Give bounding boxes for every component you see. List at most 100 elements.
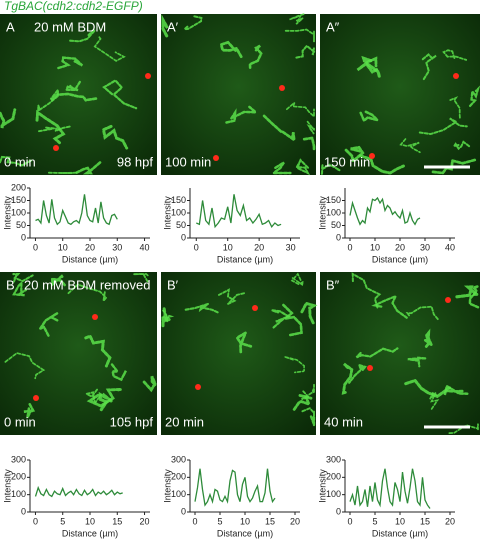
image-background	[0, 14, 157, 175]
fluorescent-structure	[219, 40, 243, 59]
condition-label: 20 mM BDM	[34, 19, 106, 34]
image-background	[161, 14, 316, 175]
x-tick-label: 40	[140, 242, 150, 252]
fluorescent-structure	[399, 138, 421, 154]
y-tick-label: 150	[326, 195, 341, 205]
x-tick-label: 30	[420, 242, 430, 252]
y-tick-label: 50	[16, 220, 26, 230]
y-tick-label: 100	[11, 207, 26, 217]
fluorescent-structure	[448, 96, 461, 119]
fluorescent-structure	[271, 309, 291, 329]
fluorescent-structure	[142, 375, 157, 393]
fluorescent-structure	[161, 14, 169, 38]
condition-label: 20 mM BDM removed	[24, 277, 150, 292]
y-tick-label: 200	[326, 472, 341, 482]
fluorescent-structure	[431, 158, 477, 175]
fluorescent-structure	[184, 302, 220, 314]
intensity-line	[35, 194, 118, 226]
intensity-line	[196, 194, 282, 229]
fluorescent-structure	[74, 161, 102, 175]
x-tick-label: 15	[112, 516, 122, 526]
fluorescent-structure	[302, 136, 316, 150]
fluorescent-structure	[468, 285, 480, 309]
fluorescent-structure	[284, 28, 315, 43]
fluorescent-structure	[0, 155, 32, 167]
x-axis-label: Distance (µm)	[62, 528, 118, 538]
fluorescent-structure	[442, 49, 468, 61]
x-tick-label: 5	[60, 516, 65, 526]
x-tick-label: 5	[217, 516, 222, 526]
panel-label: B″	[326, 277, 340, 292]
panel-label: A	[6, 19, 15, 34]
fluorescent-structure	[344, 145, 365, 164]
time-label: 150 min	[324, 154, 370, 169]
fluorescent-structure	[50, 92, 99, 102]
red-marker	[445, 297, 451, 303]
fluorescent-structure	[292, 393, 313, 411]
line-chart: 0 100 200 300 0 5 10 15 20 Distance (µm) Intensity	[317, 454, 455, 538]
y-tick-label: 0	[181, 506, 186, 516]
fluorescent-structure	[270, 161, 292, 175]
x-tick-label: 20	[290, 516, 300, 526]
intensity-line	[349, 468, 431, 509]
fluorescent-structure	[110, 363, 127, 382]
red-marker	[252, 305, 258, 311]
fluorescent-structure	[37, 87, 60, 113]
red-marker	[53, 145, 59, 151]
red-marker	[33, 395, 39, 401]
panel-label: A′	[167, 19, 179, 34]
image-background	[0, 272, 157, 435]
y-tick-label: 200	[171, 472, 186, 482]
stage-label: 105 hpf	[110, 414, 154, 429]
fluorescent-structure	[69, 29, 96, 43]
panel-label: A″	[326, 19, 340, 34]
fluorescent-structure	[67, 283, 108, 304]
x-axis-label: Distance (µm)	[62, 254, 118, 264]
x-tick-label: 10	[58, 242, 68, 252]
fluorescent-structure	[295, 158, 311, 176]
red-marker	[213, 155, 219, 161]
fluorescent-structure	[289, 13, 305, 25]
fluorescent-structure	[320, 163, 341, 175]
x-tick-label: 0	[33, 242, 38, 252]
fluorescent-structure	[38, 125, 72, 133]
fluorescent-structure	[248, 44, 263, 71]
fluorescent-structure	[235, 329, 253, 354]
y-tick-label: 300	[171, 454, 186, 464]
y-tick-label: 300	[11, 454, 26, 464]
stage-label: 98 hpf	[117, 154, 154, 169]
fluorescent-structure	[468, 85, 480, 108]
x-tick-label: 5	[372, 516, 377, 526]
fluorescent-structure	[35, 109, 66, 145]
line-chart: 0 50 100 150 0 10 20 30 40 Distance (µm) Intensity	[317, 188, 455, 264]
fluorescent-structure	[429, 391, 440, 410]
fluorescent-structure	[101, 124, 129, 150]
fluorescent-structure	[361, 55, 382, 80]
fluorescent-structure	[418, 117, 468, 135]
fluorescent-structure	[300, 301, 318, 327]
micrograph	[320, 272, 480, 435]
x-tick-label: 20	[254, 242, 264, 252]
panel-label: B	[6, 277, 15, 292]
x-tick-label: 15	[265, 516, 275, 526]
line-chart: 0 100 200 300 0 5 10 15 20 Distance (µm) Intensity	[162, 454, 300, 538]
figure-title: TgBAC(cdh2:cdh2-EGFP)	[4, 0, 143, 13]
y-tick-label: 200	[11, 182, 26, 192]
fluorescent-structure	[443, 384, 469, 396]
fluorescent-structure	[50, 274, 66, 287]
y-tick-label: 300	[326, 454, 341, 464]
red-marker	[145, 73, 151, 79]
image-background	[320, 14, 480, 175]
image-background	[320, 272, 480, 435]
time-label: 0 min	[4, 154, 36, 169]
fluorescent-structure	[12, 272, 34, 283]
fluorescent-structure	[451, 140, 472, 151]
line-chart: 0 50 100 150 200 0 10 20 30 40 Distance (µm) Intens…	[2, 182, 150, 264]
y-tick-label: 0	[336, 232, 341, 242]
x-tick-label: 10	[240, 516, 250, 526]
red-marker	[279, 85, 285, 91]
x-tick-label: 0	[347, 242, 352, 252]
fluorescent-structure	[290, 272, 305, 287]
y-tick-label: 100	[171, 489, 186, 499]
fluorescent-structure	[355, 347, 399, 359]
